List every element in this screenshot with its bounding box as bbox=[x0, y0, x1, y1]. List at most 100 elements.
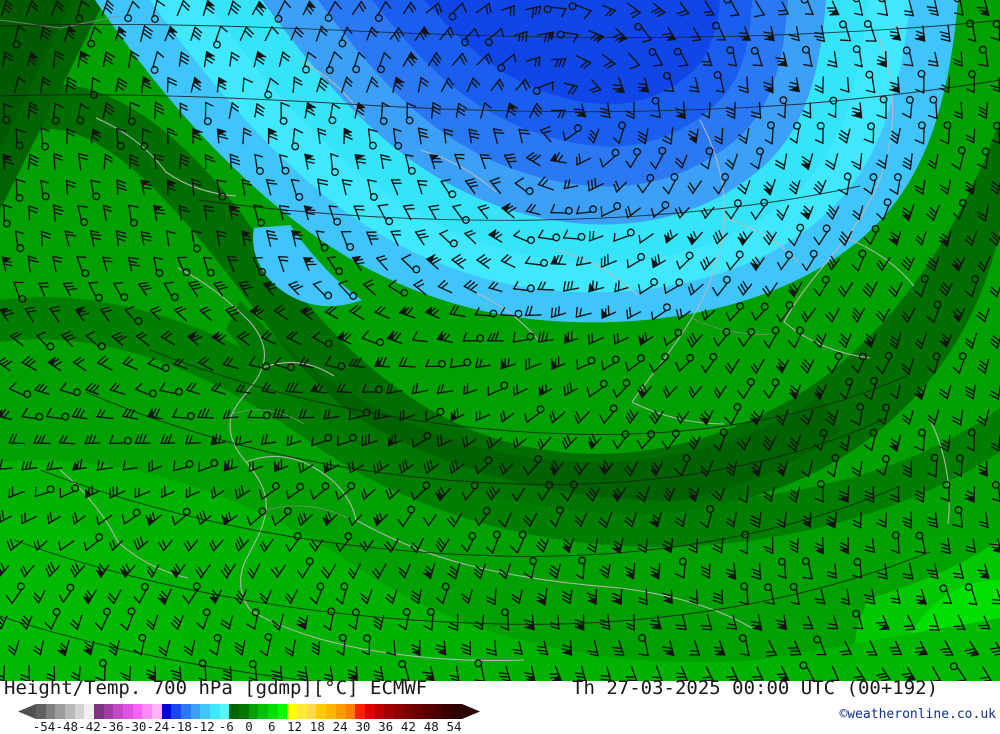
wind-barb bbox=[626, 355, 645, 371]
wind-barb bbox=[260, 590, 271, 603]
wind-barb bbox=[475, 308, 496, 317]
wind-barb bbox=[475, 564, 486, 578]
wind-barb bbox=[727, 303, 744, 321]
wind-barb bbox=[241, 27, 254, 40]
wind-barb bbox=[652, 202, 669, 217]
wind-barb bbox=[205, 52, 215, 67]
wind-barb bbox=[815, 430, 827, 450]
wind-barb bbox=[326, 307, 338, 319]
wind-barb bbox=[448, 514, 462, 527]
wind-barb bbox=[236, 436, 251, 445]
wind-barb bbox=[204, 1, 215, 16]
wind-barb bbox=[614, 431, 629, 448]
wind-barb bbox=[71, 616, 82, 629]
wind-barb bbox=[77, 104, 88, 124]
valid-time-label: Th 27-03-2025 00:00 UTC (00+192) bbox=[572, 677, 938, 699]
wind-barb bbox=[790, 487, 800, 502]
wind-barb bbox=[562, 641, 571, 655]
wind-barb bbox=[65, 27, 76, 41]
wind-barb bbox=[727, 616, 737, 629]
wind-barb bbox=[16, 231, 24, 251]
wind-barb bbox=[513, 333, 534, 342]
wind-barb bbox=[34, 541, 47, 550]
wind-barb bbox=[940, 386, 951, 399]
wind-barb bbox=[210, 635, 221, 655]
wind-barb bbox=[113, 333, 127, 346]
wind-barb bbox=[78, 52, 89, 67]
wind-barb bbox=[210, 591, 221, 604]
wind-barb bbox=[676, 208, 690, 218]
wind-barb bbox=[123, 357, 137, 369]
wind-barb bbox=[614, 29, 627, 42]
wind-barb bbox=[437, 538, 449, 551]
wind-barb bbox=[180, 53, 189, 66]
wind-barb bbox=[575, 412, 589, 423]
wind-barb bbox=[440, 230, 457, 246]
weather-map-canvas[interactable] bbox=[0, 0, 1000, 681]
wind-barb bbox=[255, 155, 263, 175]
wind-barb bbox=[129, 258, 140, 271]
scale-segment bbox=[346, 704, 356, 719]
wind-barb bbox=[917, 232, 926, 245]
scale-segment bbox=[268, 704, 278, 719]
wind-barb bbox=[462, 590, 472, 603]
wind-barb bbox=[250, 306, 263, 320]
scale-segment bbox=[394, 704, 404, 719]
scale-segment bbox=[181, 704, 191, 719]
wind-barb bbox=[626, 410, 638, 423]
wind-barb bbox=[828, 256, 840, 269]
wind-barb bbox=[54, 205, 63, 221]
wind-barb bbox=[525, 666, 535, 681]
wind-barb bbox=[589, 334, 604, 344]
wind-barb bbox=[349, 462, 363, 472]
wind-barb bbox=[801, 206, 813, 219]
wind-barb bbox=[966, 232, 976, 246]
wind-barb bbox=[164, 282, 178, 300]
wind-barb bbox=[801, 360, 813, 373]
wind-barb bbox=[187, 488, 200, 498]
wind-barb bbox=[47, 409, 69, 420]
wind-barb bbox=[587, 488, 600, 501]
wind-barb bbox=[903, 308, 915, 322]
wind-barb bbox=[941, 641, 953, 655]
wind-barb bbox=[91, 231, 101, 246]
wind-barb bbox=[853, 206, 862, 219]
wind-barb bbox=[476, 412, 489, 421]
wind-barb bbox=[664, 73, 674, 92]
wind-barb bbox=[563, 125, 581, 140]
wind-barb bbox=[650, 411, 663, 424]
wind-barb bbox=[726, 154, 737, 168]
scale-segment bbox=[142, 704, 152, 719]
wind-barb bbox=[557, 31, 578, 41]
wind-barb bbox=[0, 511, 11, 524]
wind-barb bbox=[286, 383, 302, 393]
wind-barb bbox=[613, 641, 623, 655]
wind-barb bbox=[212, 487, 224, 498]
wind-barb bbox=[391, 231, 400, 245]
scale-segment bbox=[442, 704, 452, 719]
wind-barb bbox=[677, 252, 693, 269]
wind-barb bbox=[790, 386, 801, 399]
wind-barb bbox=[28, 256, 38, 272]
wind-barb bbox=[477, 255, 490, 268]
wind-barb bbox=[180, 206, 190, 220]
wind-barb bbox=[88, 27, 101, 47]
wind-barb bbox=[841, 78, 849, 92]
wind-barb bbox=[400, 460, 413, 473]
wind-barb bbox=[404, 205, 414, 220]
wind-barb bbox=[289, 282, 302, 295]
scale-gradient bbox=[36, 704, 462, 719]
wind-barb bbox=[929, 96, 937, 118]
wind-barb bbox=[777, 410, 788, 424]
wind-barb bbox=[324, 608, 334, 630]
wind-barb bbox=[146, 513, 161, 525]
wind-barb bbox=[505, 154, 516, 168]
scale-tick: -54 bbox=[33, 719, 56, 734]
wind-barb bbox=[438, 385, 453, 394]
wind-barb bbox=[613, 488, 626, 501]
wind-barb bbox=[927, 301, 941, 322]
wind-barb bbox=[411, 590, 421, 603]
wind-barb bbox=[541, 127, 551, 142]
map-footer: Height/Temp. 700 hPa [gdmp][°C] ECMWF Th… bbox=[0, 681, 1000, 733]
